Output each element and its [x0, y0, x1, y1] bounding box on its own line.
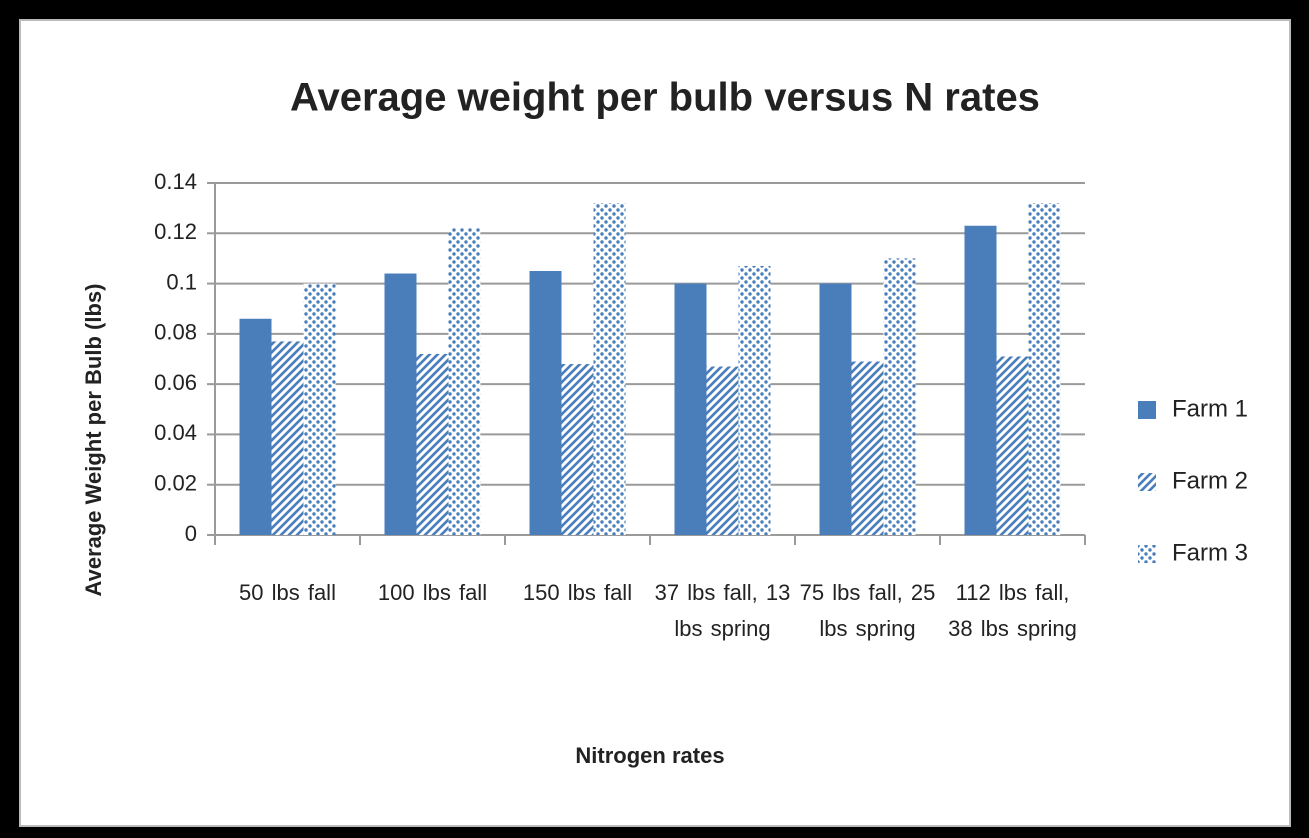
x-tick-container: 112 lbs fall, 38 lbs spring: [948, 580, 1077, 641]
bar: [561, 364, 594, 535]
y-tick-label: 0.06: [154, 370, 197, 395]
legend-swatch: [1138, 401, 1156, 419]
x-tick-label: 50 lbs fall: [239, 580, 336, 605]
bar: [239, 318, 272, 535]
bar: [706, 366, 739, 535]
bar: [851, 361, 884, 535]
chart-panel: [19, 19, 1291, 827]
y-tick-label: 0.12: [154, 219, 197, 244]
chart-title: Average weight per bulb versus N rates: [290, 76, 1040, 120]
bar: [271, 341, 304, 535]
y-tick-label: 0.08: [154, 320, 197, 345]
bar: [674, 283, 707, 535]
x-tick-label: 37 lbs fall, 13 lbs spring: [654, 580, 791, 641]
bar: [996, 356, 1029, 535]
bar: [1028, 203, 1061, 535]
legend-swatch: [1138, 545, 1156, 563]
bar: [738, 265, 771, 535]
x-tick-label: 150 lbs fall: [522, 580, 633, 605]
x-tick-container: 75 lbs fall, 25 lbs spring: [799, 580, 936, 641]
x-tick-container: 37 lbs fall, 13 lbs spring: [654, 580, 791, 641]
x-axis-title: Nitrogen rates: [575, 743, 724, 768]
bar: [448, 228, 481, 535]
y-tick-label: 0.1: [166, 269, 197, 294]
x-tick-label: 100 lbs fall: [377, 580, 488, 605]
bar: [384, 273, 417, 535]
x-tick-label: 75 lbs fall, 25 lbs spring: [799, 580, 936, 641]
y-tick-label: 0.14: [154, 169, 197, 194]
y-tick-label: 0.04: [154, 420, 197, 445]
x-tick-container: 150 lbs fall: [522, 580, 633, 605]
bar: [593, 203, 626, 535]
bar: [303, 283, 336, 535]
x-tick-container: 100 lbs fall: [377, 580, 488, 605]
legend-label: Farm 2: [1172, 467, 1248, 494]
bar: [964, 225, 997, 535]
y-tick-label: 0.02: [154, 471, 197, 496]
y-tick-label: 0: [185, 521, 197, 546]
legend-label: Farm 1: [1172, 395, 1248, 422]
x-tick-container: 50 lbs fall: [239, 580, 336, 605]
x-tick-label: 112 lbs fall, 38 lbs spring: [948, 580, 1077, 641]
legend-swatch: [1138, 473, 1156, 491]
bar: [416, 353, 449, 535]
legend-label: Farm 3: [1172, 539, 1248, 566]
bar: [529, 271, 562, 535]
bar: [883, 258, 916, 535]
y-axis-title: Average Weight per Bulb (lbs): [81, 284, 106, 597]
bar: [819, 283, 852, 535]
